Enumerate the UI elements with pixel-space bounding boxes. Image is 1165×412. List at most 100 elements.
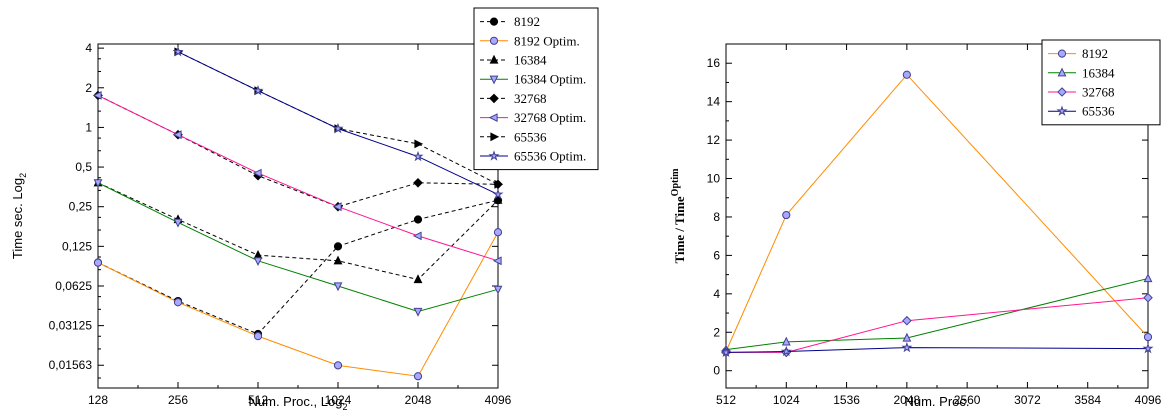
y-tick-label: 0,125 — [62, 239, 92, 253]
y-axis-label: Time / TimeOptim — [670, 168, 687, 264]
series-line — [725, 347, 1149, 353]
data-point — [720, 346, 732, 358]
right-chart-time-ratio: 512 1024 1536 2048 2560 3072 3584 4096 0 2 4 6 8 10 12… — [670, 39, 1162, 409]
x-tick-label: 4096 — [485, 393, 512, 407]
x-axis-label: Num. Proc., Log2 — [249, 394, 348, 412]
series-line — [97, 231, 499, 377]
data-point — [902, 315, 912, 326]
data-point — [413, 274, 423, 284]
data-point — [93, 179, 103, 189]
series-3 — [93, 179, 503, 317]
x-axis-label-text: Num. Proc., Log — [249, 394, 343, 409]
legend-label: 65536 — [1082, 104, 1115, 119]
data-point — [333, 242, 343, 251]
y-tick-label: 0,0625 — [55, 279, 92, 293]
y-tick-label: 16 — [707, 56, 721, 70]
y-axis-label-text: Time sec. Log — [10, 178, 25, 259]
y-tick-label: 10 — [707, 172, 721, 186]
legend-label: 16384 — [514, 53, 547, 68]
y-tick-label: 0,03125 — [49, 319, 93, 333]
legend-label: 16384 — [1082, 65, 1115, 80]
data-point — [1143, 273, 1153, 283]
series-0 — [93, 196, 503, 339]
data-point — [253, 332, 263, 341]
x-tick-label: 512 — [248, 393, 268, 407]
data-point — [780, 345, 792, 357]
data-point — [332, 122, 344, 134]
data-point — [412, 231, 422, 241]
y-tick-label: 0,5 — [75, 160, 92, 174]
legend-marker — [1057, 87, 1067, 97]
series-3 — [720, 341, 1154, 358]
legend-marker — [489, 36, 499, 45]
data-point — [1142, 342, 1154, 354]
data-point — [781, 336, 791, 346]
x-tick-label: 512 — [716, 393, 736, 407]
data-point — [901, 341, 913, 353]
data-point — [172, 46, 184, 57]
x-tick-label: 1536 — [833, 393, 860, 407]
x-tick-label: 2560 — [954, 393, 981, 407]
plot-frame — [97, 43, 499, 389]
x-tick-label: 1024 — [773, 393, 800, 407]
series-6 — [174, 47, 504, 189]
data-point — [252, 84, 264, 96]
legend-marker — [488, 113, 498, 123]
data-point — [493, 228, 503, 237]
data-point — [494, 179, 504, 189]
series-line — [97, 182, 499, 313]
x-axis-label-subscript: 2 — [342, 402, 347, 412]
data-point — [902, 70, 911, 79]
data-point — [332, 202, 342, 212]
legend-marker — [489, 75, 499, 85]
y-axis-label-superscript: Optim — [670, 168, 681, 196]
data-point — [413, 307, 423, 317]
legend-box — [473, 7, 599, 171]
series-line — [725, 73, 1149, 352]
x-tick-label: 1024 — [325, 393, 352, 407]
x-tick-label: 2048 — [894, 393, 921, 407]
legend-marker — [490, 132, 500, 142]
series-5 — [92, 90, 502, 266]
series-2 — [93, 177, 503, 284]
data-point — [493, 285, 503, 295]
data-point — [1143, 292, 1153, 303]
data-point — [173, 218, 183, 228]
data-point — [902, 332, 912, 342]
y-tick-label: 0,01563 — [49, 358, 93, 372]
data-point — [172, 130, 182, 140]
data-point — [1143, 332, 1153, 342]
data-point — [173, 298, 183, 307]
series-line — [97, 94, 499, 262]
legend: 8192 8192 Optim. 16384 16384 Optim. 32768 327… — [473, 7, 599, 171]
y-tick-label: 4 — [713, 287, 720, 301]
y-tick-label: 1 — [85, 120, 92, 134]
y-tick-label: 0,25 — [69, 200, 93, 214]
legend-label: 32768 — [514, 91, 547, 106]
data-point — [493, 194, 503, 204]
y-tick-label: 2 — [85, 81, 92, 95]
legend-marker — [489, 93, 499, 104]
series-1 — [721, 273, 1153, 354]
data-point — [252, 168, 262, 178]
x-tick-label: 3584 — [1074, 393, 1101, 407]
series-7 — [172, 46, 504, 200]
legend-label: 8192 — [1082, 46, 1108, 61]
data-point — [492, 256, 502, 266]
y-axis-label-subscript: 2 — [18, 173, 28, 178]
legend-label: 65536 — [514, 129, 547, 144]
data-point — [412, 150, 424, 162]
data-point — [333, 361, 343, 370]
left-chart-log-time: 128 256 512 1024 2048 4096 0,01563 0,03125 0,062… — [10, 7, 599, 412]
y-tick-label: 8 — [713, 210, 720, 224]
data-point — [413, 215, 423, 224]
data-point — [414, 139, 424, 149]
y-tick-label: 2 — [713, 325, 720, 339]
series-line — [177, 51, 499, 185]
legend-label: 32768 Optim. — [514, 110, 586, 125]
y-tick-label: 0 — [713, 364, 720, 378]
legend-label: 8192 Optim. — [514, 33, 580, 48]
x-tick-label: 256 — [168, 393, 188, 407]
x-axis-label: Num. Proc. — [904, 394, 969, 409]
data-point — [413, 177, 423, 188]
